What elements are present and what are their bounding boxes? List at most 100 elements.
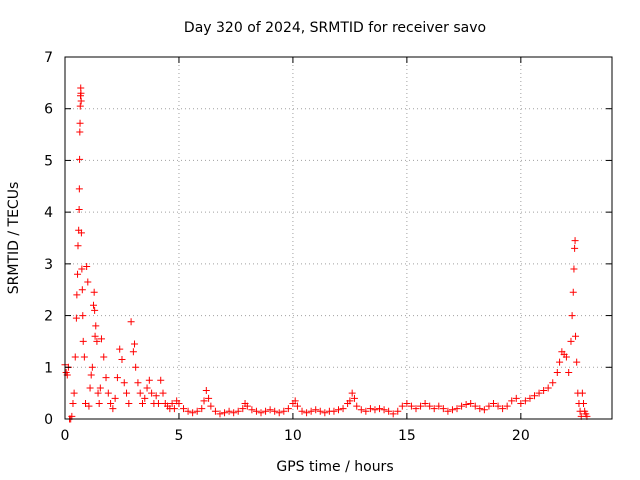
data-point — [366, 405, 374, 413]
data-point — [116, 345, 124, 353]
data-point — [508, 397, 516, 405]
axis-tick-labels: 0 5 10 15 20 0 1 2 3 4 5 6 7 — [44, 50, 530, 444]
data-point — [485, 402, 493, 410]
data-point — [476, 405, 484, 413]
grid-lines — [65, 57, 612, 419]
data-point — [77, 229, 85, 237]
plot-frame — [64, 56, 613, 420]
data-point — [362, 407, 370, 415]
data-point — [71, 353, 79, 361]
data-point — [175, 399, 183, 407]
data-point — [517, 399, 525, 407]
data-point — [398, 402, 406, 410]
data-point — [127, 318, 135, 326]
data-point — [521, 397, 529, 405]
data-point — [453, 405, 461, 413]
data-point — [78, 265, 86, 273]
data-point — [189, 409, 197, 417]
data-point — [230, 409, 238, 417]
data-point — [458, 402, 466, 410]
data-point — [578, 389, 586, 397]
data-point — [444, 407, 452, 415]
data-point — [102, 374, 110, 382]
data-point — [571, 244, 579, 252]
data-point — [92, 322, 100, 330]
data-point — [549, 379, 557, 387]
data-point — [239, 405, 247, 413]
data-point — [180, 405, 188, 413]
data-point — [77, 97, 85, 105]
data-point — [109, 405, 117, 413]
data-point — [75, 206, 83, 214]
y-tick-label: 4 — [44, 205, 53, 221]
data-point — [540, 387, 548, 395]
data-point — [152, 392, 160, 400]
data-point — [562, 353, 570, 361]
data-point — [125, 399, 133, 407]
data-point — [303, 409, 311, 417]
data-point — [69, 399, 77, 407]
data-point — [131, 340, 139, 348]
data-point — [221, 409, 229, 417]
data-point — [291, 397, 299, 405]
data-point — [330, 407, 338, 415]
data-point — [243, 402, 251, 410]
data-point — [123, 389, 131, 397]
data-point — [85, 402, 93, 410]
data-point — [531, 392, 539, 400]
data-point — [353, 402, 361, 410]
y-axis-title: SRMTID / TECUs — [6, 182, 22, 295]
data-point — [74, 270, 82, 278]
data-point — [159, 389, 167, 397]
data-point — [568, 312, 576, 320]
data-point — [494, 402, 502, 410]
x-tick-label: 20 — [512, 428, 530, 444]
x-tick-label: 0 — [61, 428, 70, 444]
data-point — [266, 406, 274, 414]
data-point — [73, 291, 81, 299]
data-point — [83, 262, 91, 270]
data-point — [207, 402, 215, 410]
data-point — [280, 407, 288, 415]
data-point — [96, 384, 104, 392]
data-point — [132, 363, 140, 371]
data-point — [202, 387, 210, 395]
data-point — [86, 384, 94, 392]
data-point — [512, 394, 520, 402]
y-tick-label: 7 — [44, 50, 53, 66]
data-point — [76, 155, 84, 163]
data-point — [205, 394, 213, 402]
data-point — [435, 402, 443, 410]
data-point — [78, 286, 86, 294]
data-point — [503, 402, 511, 410]
data-point — [91, 306, 99, 314]
data-point — [76, 128, 84, 136]
data-point — [380, 406, 388, 414]
data-point — [225, 407, 233, 415]
data-point — [77, 89, 85, 97]
data-point — [257, 409, 265, 417]
data-point — [350, 394, 358, 402]
data-point — [312, 406, 320, 414]
data-point — [95, 399, 103, 407]
data-point — [100, 353, 108, 361]
x-axis-title: GPS time / hours — [276, 459, 393, 475]
data-point — [376, 405, 384, 413]
data-point — [145, 376, 153, 384]
data-point — [248, 406, 256, 414]
data-point — [129, 348, 137, 356]
data-point — [168, 399, 176, 407]
axis-ticks — [64, 56, 612, 420]
data-point — [544, 384, 552, 392]
data-point — [79, 312, 87, 320]
data-point — [462, 401, 470, 409]
data-point — [394, 407, 402, 415]
data-point — [571, 237, 579, 245]
data-point — [371, 406, 379, 414]
data-point — [417, 402, 425, 410]
data-point — [480, 406, 488, 414]
data-point — [211, 407, 219, 415]
data-point — [385, 407, 393, 415]
data-point — [348, 389, 356, 397]
